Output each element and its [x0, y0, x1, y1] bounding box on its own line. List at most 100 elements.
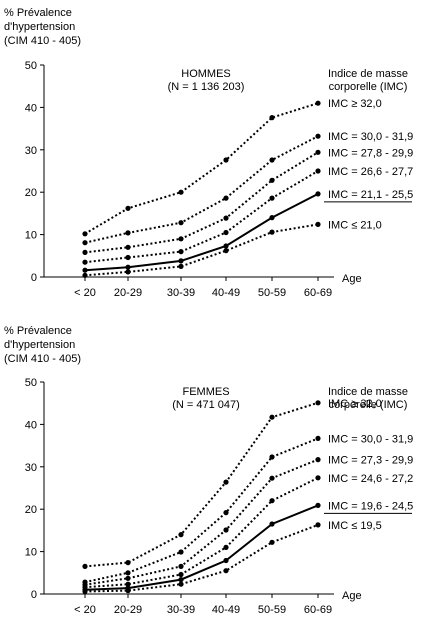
legend-title: corporelle (IMC) — [329, 81, 408, 93]
data-point — [82, 588, 88, 595]
data-point — [178, 549, 184, 555]
data-point — [315, 457, 321, 463]
data-point — [82, 259, 88, 265]
data-point — [178, 571, 184, 578]
data-point — [315, 435, 321, 441]
data-point — [223, 157, 229, 163]
data-point — [269, 229, 275, 235]
series-line — [84, 504, 319, 591]
data-point — [269, 454, 275, 460]
chart-femmes: % Prévalence d'hypertension (CIM 410 - 405… — [4, 325, 413, 616]
y-tick-label: 20 — [25, 504, 37, 516]
data-point — [223, 229, 229, 236]
x-tick-label: 50-59 — [258, 604, 286, 616]
data-point — [178, 532, 184, 538]
data-point — [82, 272, 88, 278]
data-point — [125, 269, 131, 275]
y-tick-label: 30 — [25, 145, 37, 157]
data-point — [269, 157, 275, 163]
data-point — [178, 581, 184, 587]
data-point — [223, 568, 229, 574]
data-point — [269, 177, 275, 183]
data-point — [178, 563, 184, 570]
chart-title: (N = 471 047) — [172, 399, 240, 411]
y-tick-label: 10 — [25, 547, 37, 559]
data-point — [269, 215, 275, 221]
data-point — [125, 560, 131, 566]
data-point — [223, 527, 229, 533]
series-line — [84, 151, 319, 254]
data-point — [269, 475, 275, 481]
series-line — [84, 523, 319, 593]
data-point — [269, 115, 275, 121]
data-point — [82, 267, 88, 273]
data-point — [315, 502, 321, 508]
series-label: IMC = 27,3 - 29,9 — [328, 455, 413, 467]
data-point — [223, 243, 229, 249]
x-axis-label: Age — [342, 273, 362, 285]
data-point — [315, 191, 321, 197]
series-label: IMC = 21,1 - 25,5 — [328, 189, 413, 201]
series-line — [84, 223, 319, 277]
x-tick-label: 40-49 — [212, 604, 240, 616]
series-label: IMC = 27,8 - 29,9 — [328, 147, 413, 159]
data-point — [125, 205, 131, 211]
y-tick-label: 30 — [25, 462, 37, 474]
y-tick-label: 50 — [25, 377, 37, 389]
series-line — [84, 170, 319, 264]
data-point — [125, 575, 131, 581]
data-point — [178, 577, 184, 583]
data-point — [223, 195, 229, 201]
y-tick-label: 50 — [25, 60, 37, 72]
y-axis-label: d'hypertension — [4, 339, 75, 351]
series-label: IMC = 30,0 - 31,9 — [328, 131, 413, 143]
data-point — [269, 521, 275, 527]
series-line — [84, 437, 319, 584]
data-point — [269, 195, 275, 201]
data-point — [315, 522, 321, 528]
chart-title: FEMMES — [182, 386, 229, 398]
data-point — [223, 479, 229, 485]
data-point — [315, 400, 321, 406]
series-label: IMC = 26,6 - 27,7 — [328, 166, 413, 178]
y-axis-label: (CIM 410 - 405) — [4, 35, 81, 47]
x-tick-label: < 20 — [74, 287, 96, 299]
data-point — [125, 254, 131, 261]
data-point — [315, 100, 321, 106]
x-tick-label: 40-49 — [212, 287, 240, 299]
chart-hommes: % Prévalence d'hypertension (CIM 410 - 405… — [4, 7, 413, 299]
series-line — [84, 476, 319, 589]
x-tick-label: 60-69 — [304, 287, 332, 299]
series-line — [84, 102, 319, 235]
data-point — [125, 588, 131, 594]
series-line — [84, 193, 319, 272]
y-axis-label: (CIM 410 - 405) — [4, 353, 81, 365]
x-tick-label: 30-39 — [167, 287, 195, 299]
data-point — [82, 563, 88, 570]
data-point — [315, 475, 321, 481]
data-point — [82, 249, 88, 255]
data-point — [178, 258, 184, 264]
data-point — [223, 248, 229, 254]
legend-title: Indice de masse — [328, 386, 408, 398]
x-tick-label: 20-29 — [114, 604, 142, 616]
data-point — [269, 414, 275, 420]
data-point — [223, 544, 229, 551]
data-point — [125, 244, 131, 250]
data-point — [125, 264, 131, 270]
data-point — [269, 498, 275, 504]
y-axis-label: d'hypertension — [4, 21, 75, 33]
data-point — [178, 249, 184, 255]
series-line — [84, 401, 319, 568]
series-label: IMC ≤ 21,0 — [328, 219, 382, 231]
y-tick-label: 0 — [31, 272, 37, 284]
data-point — [223, 557, 229, 564]
chart-title: HOMMES — [181, 68, 231, 80]
data-point — [178, 220, 184, 226]
series-line — [84, 135, 319, 244]
x-tick-label: < 20 — [74, 604, 96, 616]
data-point — [315, 149, 321, 155]
legend-title: corporelle (IMC) — [329, 399, 408, 411]
data-point — [315, 221, 321, 227]
